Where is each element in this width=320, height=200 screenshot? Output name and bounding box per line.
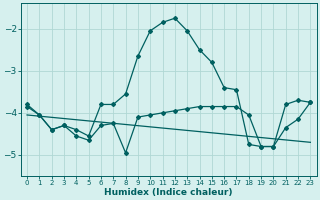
X-axis label: Humidex (Indice chaleur): Humidex (Indice chaleur) xyxy=(104,188,233,197)
